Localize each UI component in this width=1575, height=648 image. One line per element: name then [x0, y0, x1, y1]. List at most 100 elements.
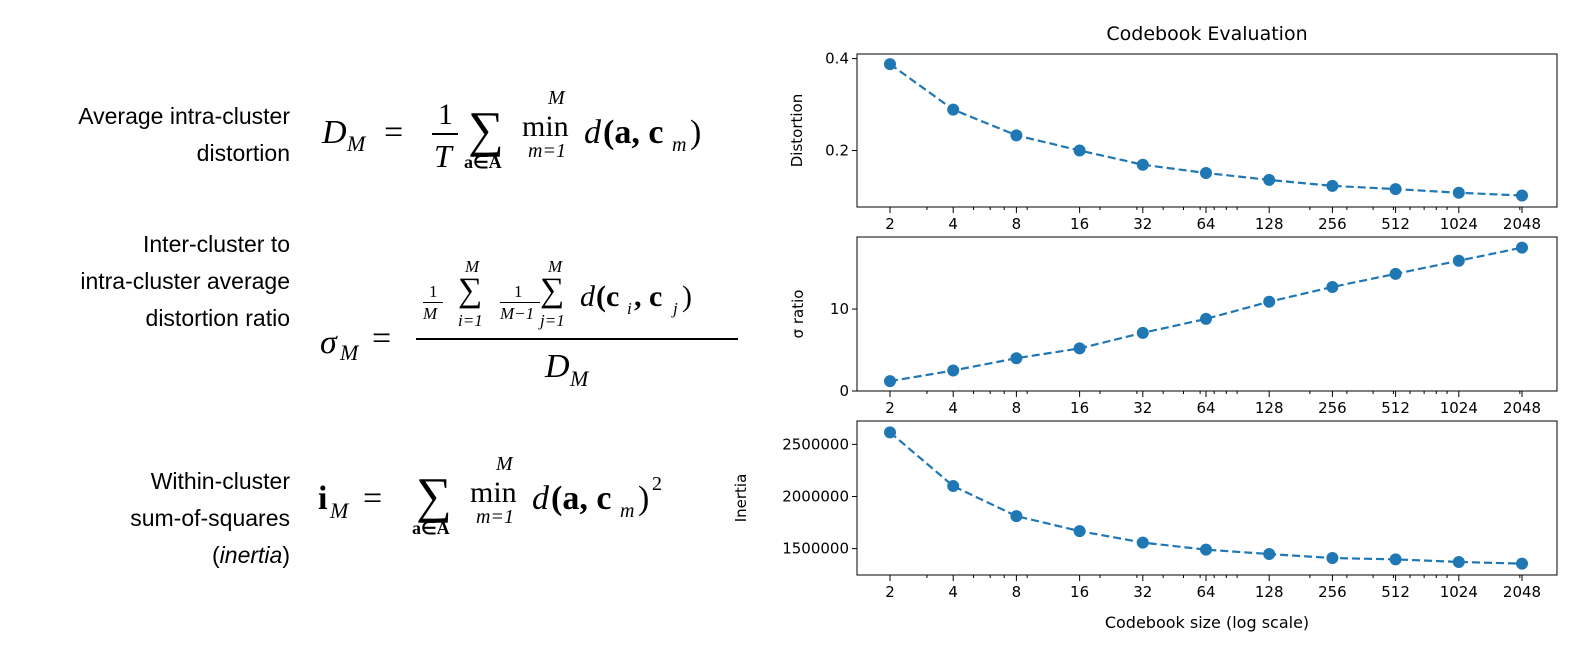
label-line: (inertia)	[0, 537, 290, 574]
data-point	[1516, 189, 1528, 202]
main-frac-bar	[416, 338, 738, 340]
y-tick-label: 2000000	[782, 487, 849, 505]
func-d: d	[532, 480, 549, 517]
label-line: Average intra-cluster	[78, 103, 290, 129]
label-line: distortion	[196, 140, 290, 166]
sum2-over: M	[548, 257, 563, 276]
y-tick-label: 1500000	[782, 540, 849, 558]
plot-frame-2	[856, 420, 1558, 576]
eq-equals: =	[384, 114, 404, 151]
x-tick-label: 256	[1318, 215, 1347, 233]
data-point	[1389, 553, 1402, 566]
sum-symbol: ∑	[468, 101, 504, 157]
func-args: (a, c	[551, 480, 612, 517]
x-tick-label: 1024	[1440, 215, 1478, 233]
sum-symbol: ∑	[416, 467, 452, 523]
label-inertia: Within-cluster sum-of-squares (inertia)	[0, 463, 290, 574]
data-point	[947, 364, 960, 377]
data-point	[1200, 167, 1212, 179]
sum1-symbol: ∑	[458, 272, 483, 309]
f1-bar	[423, 302, 443, 303]
x-tick-label: 256	[1318, 583, 1347, 601]
func-close: )	[638, 480, 650, 517]
func-sub: m	[620, 500, 635, 522]
x-tick-label: 512	[1381, 399, 1410, 417]
den: D	[545, 348, 570, 385]
series-line-2	[889, 431, 1523, 565]
x-tick-label: 4	[948, 215, 958, 233]
func-close: )	[690, 114, 702, 151]
frac-bar	[432, 133, 458, 135]
label-distortion: Average intra-cluster distortion	[0, 98, 290, 172]
y-tick-label: 10	[830, 300, 849, 318]
x-tick-label: 128	[1255, 215, 1284, 233]
data-point	[1263, 548, 1276, 561]
func-d: d	[584, 114, 601, 151]
func-args: (a, c	[603, 114, 664, 151]
func-d: d	[580, 280, 595, 313]
sum1-over: M	[465, 257, 480, 276]
data-point	[1136, 158, 1149, 171]
x-tick-label: 1024	[1440, 583, 1478, 601]
x-tick-label: 4	[948, 583, 958, 601]
min-over: M	[496, 453, 513, 475]
x-tick-label: 2	[885, 399, 895, 417]
x-tick-label: 32	[1133, 399, 1152, 417]
eq-lhs: σ	[320, 324, 337, 361]
data-point	[1452, 555, 1465, 568]
data-point	[1073, 342, 1086, 355]
x-axis-label: Codebook size (log scale)	[1105, 613, 1309, 632]
data-point	[884, 426, 896, 439]
label-italic: inertia	[219, 542, 283, 568]
y-tick-label: 0.4	[825, 50, 849, 68]
x-tick-label: 1024	[1440, 399, 1478, 417]
x-tick-label: 2	[885, 583, 895, 601]
label-line: Within-cluster	[150, 468, 290, 494]
data-point	[1516, 557, 1528, 570]
y-tick-label: 0	[839, 382, 849, 400]
x-tick-label: 512	[1381, 215, 1410, 233]
paren: (	[212, 542, 220, 568]
den-sub: M	[570, 366, 589, 391]
data-point	[947, 480, 960, 493]
label-sigma-ratio: Inter-cluster to intra-cluster average d…	[0, 226, 290, 337]
x-tick-label: 256	[1318, 399, 1347, 417]
sum2-under: j=1	[540, 311, 565, 330]
y-tick-label: 2500000	[782, 435, 849, 453]
x-tick-label: 32	[1133, 583, 1152, 601]
data-point	[1326, 280, 1339, 293]
x-tick-label: 2048	[1503, 399, 1541, 417]
min-over: M	[548, 87, 565, 109]
min-under: m=1	[476, 506, 514, 528]
f1-den: M	[423, 304, 438, 323]
x-tick-label: 16	[1070, 215, 1089, 233]
data-point	[1452, 254, 1465, 267]
x-tick-label: 128	[1255, 583, 1284, 601]
sum-under: a∈A	[412, 518, 450, 538]
data-point	[1326, 552, 1339, 565]
x-tick-label: 8	[1012, 215, 1022, 233]
data-point	[1136, 536, 1149, 549]
x-tick-label: 4	[948, 399, 958, 417]
x-tick-label: 16	[1070, 583, 1089, 601]
eq-equals: =	[363, 480, 383, 517]
eq-lhs: D	[322, 114, 347, 151]
label-line: distortion ratio	[145, 305, 290, 331]
frac-num: 1	[438, 98, 453, 131]
sum2-symbol: ∑	[540, 272, 565, 309]
chart-title: Codebook Evaluation	[1106, 23, 1307, 45]
y-axis-label: Distortion	[788, 94, 806, 168]
data-point	[1010, 510, 1023, 523]
func-sub: m	[672, 134, 687, 156]
sub-j: j	[673, 299, 678, 318]
min-op: min	[470, 476, 517, 509]
data-point	[884, 375, 896, 388]
data-point	[1010, 352, 1023, 365]
min-op: min	[522, 110, 569, 143]
data-point	[1263, 173, 1276, 186]
data-point	[1389, 183, 1402, 196]
sum-under: a∈A	[464, 152, 502, 172]
func-comma: , c	[634, 280, 663, 313]
